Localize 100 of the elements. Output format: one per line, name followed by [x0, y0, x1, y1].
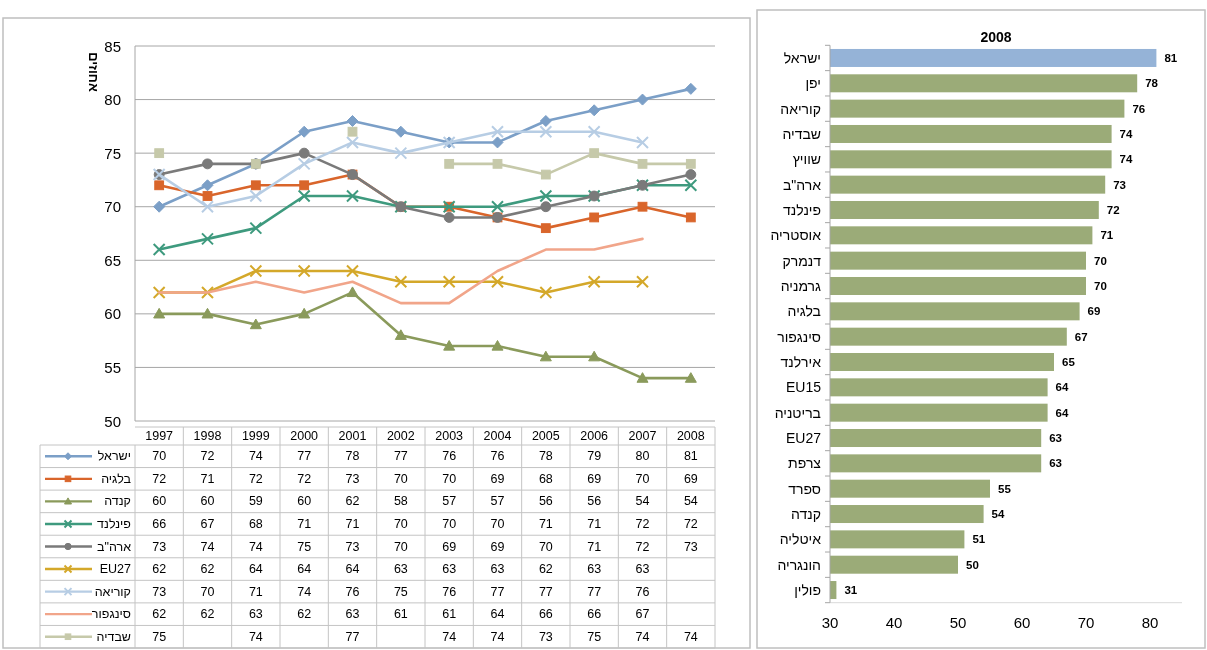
x-tick-label: 2007 — [628, 429, 657, 443]
chart-title: 2008 — [980, 29, 1012, 45]
data-label: 69 — [490, 471, 505, 486]
y-tick-label: יפן — [805, 75, 821, 92]
x-tick-label: 70 — [1077, 613, 1095, 631]
y-tick-label: הונגריה — [777, 556, 821, 573]
data-label: 64 — [1055, 381, 1069, 394]
data-label: 71 — [587, 539, 602, 554]
data-label: 51 — [972, 533, 986, 546]
y-tick-label: גרמניה — [780, 278, 822, 294]
data-label: 56 — [587, 494, 602, 509]
data-label: 64 — [297, 562, 312, 577]
data-label: 66 — [152, 516, 167, 531]
x-tick-label: 80 — [1141, 613, 1159, 631]
data-label: 77 — [297, 449, 312, 464]
data-label: 76 — [1132, 102, 1146, 115]
data-label: 75 — [393, 584, 408, 599]
y-tick-label: EU15 — [785, 379, 822, 396]
data-label: 71 — [345, 516, 360, 531]
x-tick-label: 2002 — [386, 429, 415, 443]
x-tick-label: 2004 — [483, 429, 512, 443]
data-label: 77 — [393, 449, 408, 464]
x-tick-label: 1997 — [145, 429, 174, 443]
data-label: 73 — [152, 539, 167, 554]
data-label: 63 — [635, 562, 650, 577]
data-label: 31 — [844, 584, 858, 597]
data-label: 54 — [635, 494, 650, 509]
data-label: 70 — [393, 539, 408, 554]
y-tick-label: דנמרק — [782, 252, 822, 269]
data-label: 72 — [635, 539, 650, 554]
y-tick-label: בלגיה — [787, 303, 821, 320]
data-label: 67 — [1074, 330, 1088, 343]
data-label: 57 — [442, 494, 457, 509]
y-tick-label: בריטניה — [774, 404, 821, 421]
y-tick-label: סינגפור — [777, 328, 821, 345]
data-label: 70 — [1094, 254, 1107, 267]
y-tick-label: 65 — [104, 251, 121, 269]
y-tick-label: שבדיה — [782, 125, 821, 142]
data-label: 50 — [966, 558, 979, 571]
data-label: 69 — [442, 539, 457, 554]
data-label: 70 — [1094, 280, 1107, 292]
data-label: 69 — [1087, 305, 1101, 318]
data-label: 64 — [490, 607, 505, 622]
data-label: 62 — [345, 494, 360, 509]
data-label: 62 — [152, 607, 167, 622]
data-label: 73 — [345, 539, 360, 554]
data-label: 64 — [248, 562, 263, 577]
x-tick-label: 1999 — [241, 429, 270, 443]
data-label: 71 — [587, 516, 602, 531]
data-label: 63 — [442, 562, 457, 577]
data-label: 79 — [587, 449, 602, 464]
y-tick-label: איטליה — [779, 531, 822, 548]
data-label: 71 — [1100, 229, 1114, 242]
data-label: 68 — [248, 516, 263, 531]
x-tick-label: 2000 — [290, 429, 319, 443]
data-label: 62 — [297, 607, 312, 622]
y-tick-label: 80 — [104, 91, 121, 109]
data-label: 63 — [490, 562, 505, 577]
data-label: 54 — [683, 494, 698, 509]
data-label: 71 — [538, 516, 553, 531]
data-label: 74 — [1119, 153, 1133, 166]
data-label: 78 — [538, 449, 553, 464]
data-label: 60 — [200, 494, 215, 509]
data-label: 56 — [538, 494, 553, 509]
data-label: 73 — [152, 584, 167, 599]
data-label: 72 — [200, 449, 215, 464]
y-tick-label: ספרד — [788, 480, 821, 497]
data-label: 66 — [587, 607, 602, 622]
data-label: 74 — [442, 629, 457, 644]
data-label: 63 — [587, 562, 602, 577]
data-label: 78 — [345, 449, 360, 464]
data-label: 76 — [490, 449, 505, 464]
data-label: 62 — [152, 562, 167, 577]
data-label: 73 — [683, 539, 698, 554]
data-label: 75 — [297, 539, 312, 554]
data-label: 63 — [248, 607, 263, 622]
data-label: 54 — [991, 508, 1005, 521]
x-tick-label: 50 — [949, 613, 967, 631]
y-tick-label: צרפת — [788, 455, 822, 472]
x-tick-label: 60 — [1013, 613, 1031, 631]
y-tick-label: 60 — [104, 305, 121, 323]
x-tick-label: 30 — [821, 613, 839, 631]
data-label: 73 — [345, 471, 360, 486]
y-tick-label: קוריאה — [780, 100, 821, 117]
data-label: 61 — [393, 607, 408, 622]
data-label: 72 — [248, 471, 263, 486]
x-tick-label: 1998 — [193, 429, 222, 443]
data-label: 78 — [1145, 77, 1159, 90]
y-tick-label: פולין — [794, 582, 821, 599]
data-label: 74 — [248, 629, 263, 644]
data-label: 70 — [538, 539, 553, 554]
x-tick-label: 2001 — [338, 429, 367, 443]
data-label: 76 — [442, 584, 457, 599]
data-label: 60 — [297, 494, 312, 509]
data-label: 72 — [683, 516, 698, 531]
data-label: 70 — [200, 584, 215, 599]
x-tick-label: 2005 — [531, 429, 560, 443]
data-label: 69 — [587, 471, 602, 486]
data-label: 62 — [200, 607, 215, 622]
data-label: 58 — [393, 494, 408, 509]
